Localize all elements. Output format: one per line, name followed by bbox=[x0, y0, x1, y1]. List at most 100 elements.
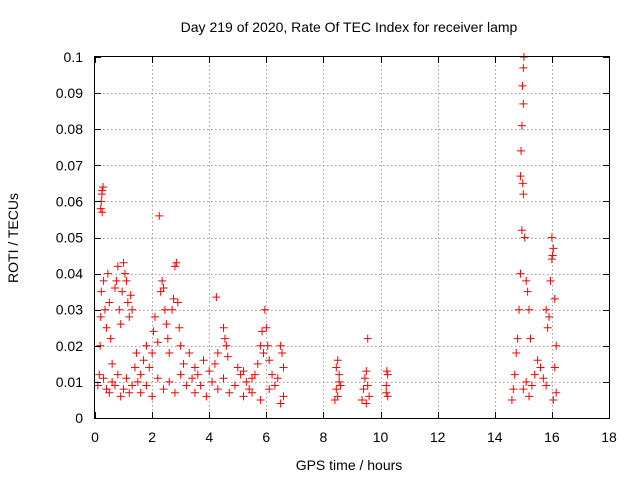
data-point bbox=[176, 341, 185, 350]
data-point bbox=[242, 377, 251, 386]
data-point bbox=[542, 381, 551, 390]
data-point bbox=[273, 374, 282, 383]
y-tick-label: 0.07 bbox=[56, 157, 83, 173]
data-point bbox=[549, 395, 558, 404]
data-point bbox=[175, 323, 184, 332]
data-point bbox=[335, 377, 344, 386]
data-point bbox=[262, 323, 271, 332]
data-point bbox=[525, 305, 534, 314]
data-point bbox=[278, 349, 287, 358]
data-point bbox=[383, 392, 392, 401]
data-point bbox=[176, 370, 185, 379]
data-point bbox=[548, 251, 557, 260]
data-point bbox=[517, 146, 526, 155]
data-point bbox=[108, 359, 117, 368]
data-point bbox=[516, 269, 525, 278]
data-point bbox=[99, 374, 108, 383]
y-tick-label: 0.06 bbox=[56, 193, 83, 209]
data-point bbox=[122, 374, 131, 383]
data-point bbox=[546, 276, 555, 285]
data-point bbox=[256, 395, 265, 404]
data-point bbox=[98, 182, 107, 191]
data-point bbox=[519, 99, 528, 108]
data-point bbox=[552, 341, 561, 350]
data-point bbox=[196, 381, 205, 390]
data-point bbox=[527, 381, 536, 390]
data-point bbox=[519, 385, 528, 394]
data-point bbox=[205, 367, 214, 376]
data-point bbox=[382, 367, 391, 376]
data-point bbox=[212, 293, 221, 302]
data-point bbox=[153, 374, 162, 383]
ticks-layer bbox=[95, 57, 610, 419]
data-point bbox=[550, 363, 559, 372]
data-point bbox=[142, 381, 151, 390]
x-axis-label: GPS time / hours bbox=[296, 457, 403, 473]
data-point bbox=[333, 356, 342, 365]
data-point bbox=[123, 298, 132, 307]
data-point bbox=[213, 385, 222, 394]
data-point bbox=[182, 381, 191, 390]
data-point bbox=[139, 356, 148, 365]
points-layer bbox=[93, 53, 561, 408]
data-point bbox=[517, 121, 526, 130]
data-point bbox=[103, 269, 112, 278]
data-point bbox=[507, 395, 516, 404]
data-point bbox=[185, 349, 194, 358]
data-point bbox=[105, 388, 114, 397]
data-point bbox=[519, 190, 528, 199]
data-point bbox=[98, 208, 107, 217]
data-point bbox=[268, 370, 277, 379]
x-tick-label: 2 bbox=[148, 429, 156, 445]
data-point bbox=[513, 334, 522, 343]
data-point bbox=[336, 381, 345, 390]
data-point bbox=[165, 349, 174, 358]
data-point bbox=[97, 287, 106, 296]
x-tick-label: 16 bbox=[544, 429, 560, 445]
data-point bbox=[102, 323, 111, 332]
data-point bbox=[202, 392, 211, 401]
data-point bbox=[130, 363, 139, 372]
data-point bbox=[145, 363, 154, 372]
data-point bbox=[530, 370, 539, 379]
data-point bbox=[523, 287, 532, 296]
data-point bbox=[225, 388, 234, 397]
data-point bbox=[233, 363, 242, 372]
data-point bbox=[276, 341, 285, 350]
data-point bbox=[223, 352, 232, 361]
data-point bbox=[365, 392, 374, 401]
x-tick-label: 8 bbox=[320, 429, 328, 445]
plot-frame bbox=[94, 56, 610, 419]
data-point bbox=[96, 341, 105, 350]
data-point bbox=[533, 356, 542, 365]
data-point bbox=[96, 312, 105, 321]
data-point bbox=[99, 276, 108, 285]
data-point bbox=[142, 341, 151, 350]
data-point bbox=[543, 323, 552, 332]
x-tick-label: 6 bbox=[262, 429, 270, 445]
data-point bbox=[220, 334, 229, 343]
data-point bbox=[190, 388, 199, 397]
data-point bbox=[193, 370, 202, 379]
data-point bbox=[256, 341, 265, 350]
data-point bbox=[509, 385, 518, 394]
data-point bbox=[539, 374, 548, 383]
data-point bbox=[263, 341, 272, 350]
data-point bbox=[510, 370, 519, 379]
x-tick-label: 4 bbox=[205, 429, 213, 445]
data-point bbox=[162, 320, 171, 329]
data-point bbox=[516, 172, 525, 181]
data-point bbox=[159, 284, 168, 293]
data-point bbox=[128, 305, 137, 314]
y-tick-label: 0 bbox=[75, 410, 83, 426]
data-point bbox=[188, 374, 197, 383]
data-point bbox=[357, 395, 366, 404]
data-point bbox=[239, 367, 248, 376]
data-point bbox=[279, 363, 288, 372]
data-point bbox=[552, 388, 561, 397]
data-point bbox=[545, 312, 554, 321]
data-point bbox=[113, 370, 122, 379]
data-point bbox=[333, 392, 342, 401]
data-point bbox=[360, 374, 369, 383]
